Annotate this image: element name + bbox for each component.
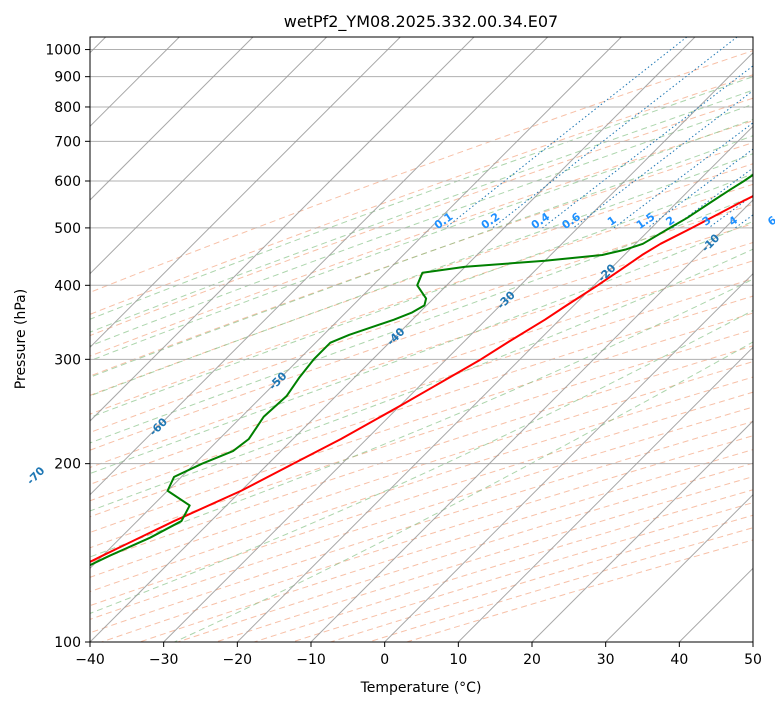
x-tick-label: −10 — [296, 652, 326, 668]
dry-adiabat — [90, 295, 753, 518]
x-tick-label: −30 — [149, 652, 179, 668]
dry-adiabat — [90, 260, 753, 485]
dry-adiabat — [252, 489, 753, 642]
moist-adiabats — [90, 76, 753, 642]
y-tick-label: 800 — [54, 100, 81, 116]
dry-adiabat — [90, 391, 753, 607]
mixing-ratio-label: 1.5 — [634, 210, 657, 232]
dry-adiabats — [90, 50, 753, 642]
dry-adiabat — [90, 74, 753, 315]
isotherm-line — [90, 37, 549, 496]
moist-adiabat — [90, 135, 753, 378]
isotherm-line — [90, 37, 696, 642]
isotherm-line — [90, 37, 328, 275]
moist-adiabat — [90, 248, 753, 512]
moist-adiabat — [90, 278, 753, 558]
isotherm-line — [531, 420, 753, 642]
dry-adiabat — [90, 97, 753, 337]
dry-adiabat — [290, 502, 753, 642]
x-tick-label: −20 — [223, 652, 253, 668]
isotherm-line — [163, 51, 753, 642]
isotherm-line — [605, 493, 753, 642]
y-tick-label: 700 — [54, 134, 81, 150]
y-axis-ticks: 1000 900 800 700 600 500 400 300 200 100 — [45, 43, 90, 651]
mixing-ratio-label: 1 — [605, 214, 619, 229]
moist-adiabat — [90, 195, 753, 444]
chart-title: wetPf2_YM08.2025.332.00.34.E07 — [284, 12, 558, 32]
dry-adiabat — [90, 345, 753, 564]
sounding-series — [90, 173, 753, 567]
dry-adiabat — [90, 120, 753, 357]
mixing-ratio-label: 0.2 — [479, 210, 502, 232]
y-tick-label: 300 — [54, 352, 81, 368]
y-tick-label: 900 — [54, 70, 81, 86]
mixing-ratio-line — [542, 65, 753, 229]
mixing-ratio-line — [734, 214, 753, 229]
moist-adiabat — [90, 103, 753, 347]
mixing-ratio-line — [492, 37, 738, 229]
isotherms — [90, 37, 753, 642]
moist-adiabat — [173, 341, 753, 642]
moist-adiabat — [90, 118, 753, 362]
dry-adiabat — [90, 203, 753, 433]
pressure-gridlines — [90, 49, 753, 642]
dewpoint-line — [90, 173, 753, 567]
isotherm-line — [384, 272, 753, 642]
dry-adiabat — [90, 50, 753, 293]
x-tick-label: 30 — [597, 652, 615, 668]
x-tick-label: 10 — [449, 652, 467, 668]
isotherm-label: -20 — [595, 261, 618, 284]
plot-frame — [89, 36, 754, 643]
isotherm-line — [678, 567, 753, 642]
y-tick-label: 1000 — [45, 43, 81, 59]
dry-adiabat — [90, 376, 753, 593]
isotherm-line — [90, 37, 475, 422]
dry-adiabat — [90, 420, 753, 634]
dry-adiabat — [138, 449, 753, 642]
x-axis-label: Temperature (°C) — [360, 680, 482, 696]
y-tick-label: 600 — [54, 174, 81, 190]
isotherm-label: -70 — [24, 464, 47, 487]
isotherm-line — [752, 641, 753, 642]
mixing-ratio-line — [672, 167, 753, 229]
mixing-ratio-label: 4 — [726, 213, 740, 228]
temperature-line — [90, 194, 753, 563]
isotherm-line — [90, 37, 622, 570]
isotherm-line — [90, 37, 401, 349]
line-labels: 0.10.20.40.611.52346810131620253036-100-… — [24, 210, 775, 488]
isotherm-line — [457, 346, 753, 642]
mixing-ratio-line — [445, 37, 688, 229]
x-tick-label: 0 — [380, 652, 389, 668]
mixing-ratio-lines — [445, 37, 753, 229]
x-axis-ticks: −40 −30 −20 −10 0 10 20 30 40 50 — [75, 642, 762, 668]
y-axis-label: Pressure (hPa) — [13, 289, 29, 389]
isotherm-label: -60 — [147, 415, 170, 438]
y-tick-label: 500 — [54, 221, 81, 237]
x-tick-label: 50 — [744, 652, 762, 668]
dry-adiabat — [90, 312, 753, 533]
mixing-ratio-line — [613, 122, 753, 229]
y-tick-label: 400 — [54, 278, 81, 294]
isotherm-line — [90, 37, 254, 201]
mixing-ratio-label: 2 — [664, 213, 678, 228]
y-tick-label: 100 — [54, 635, 81, 651]
x-tick-label: −40 — [75, 652, 105, 668]
moist-adiabat — [90, 309, 753, 614]
x-tick-label: 40 — [670, 652, 688, 668]
isotherm-line — [310, 199, 753, 642]
isotherm-line — [236, 125, 753, 642]
plot-area — [90, 37, 753, 642]
y-tick-label: 200 — [54, 457, 81, 473]
x-tick-label: 20 — [523, 652, 541, 668]
moist-adiabat — [90, 173, 753, 419]
mixing-ratio-line — [572, 90, 753, 229]
mixing-ratio-label: 0.6 — [560, 210, 584, 232]
mixing-ratio-label: 6 — [765, 213, 775, 228]
dry-adiabat — [90, 223, 753, 451]
